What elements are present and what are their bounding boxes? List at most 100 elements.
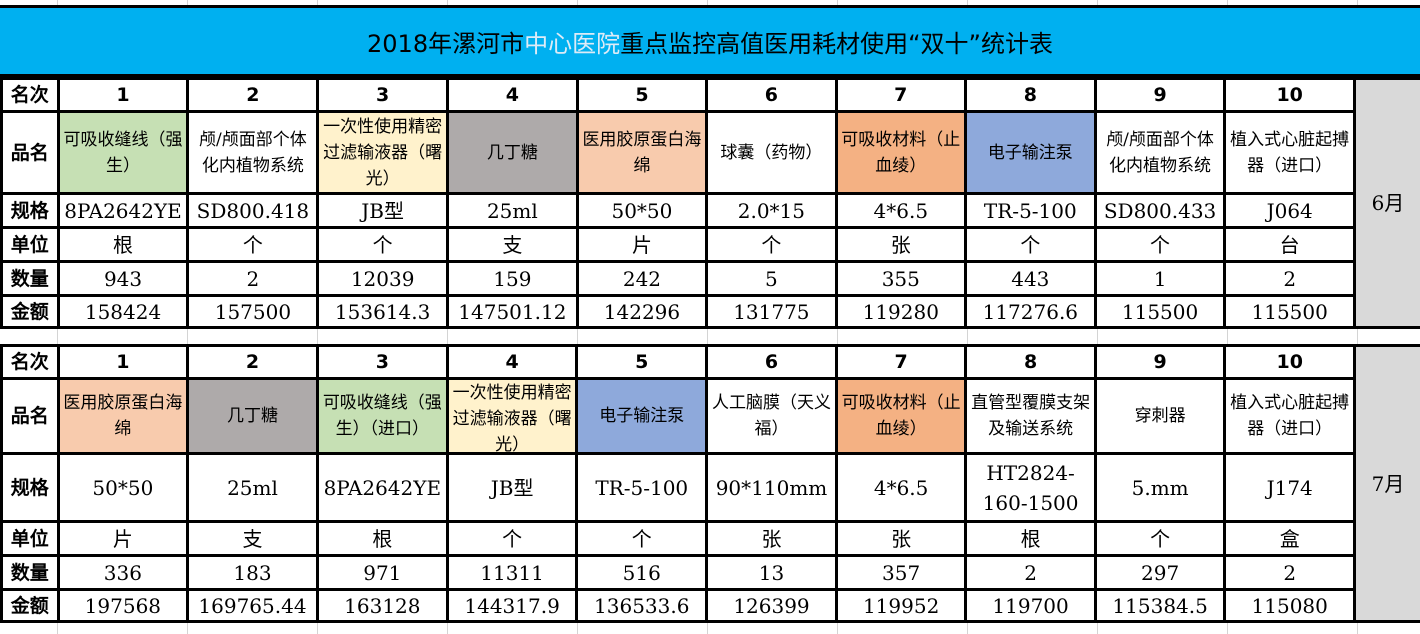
cell-amount[interactable]: 117276.6 <box>964 294 1097 329</box>
cell-unit[interactable]: 片 <box>575 226 709 263</box>
cell-spec[interactable]: HT2824-160-1500 <box>964 452 1097 523</box>
cell-rank[interactable]: 1 <box>56 344 190 380</box>
cell-spec[interactable]: 8PA2642YE <box>315 452 449 523</box>
cell-rank[interactable]: 4 <box>445 77 579 113</box>
cell-unit[interactable]: 个 <box>1093 226 1227 263</box>
cell-amount[interactable]: 147501.12 <box>445 294 579 329</box>
cell-amount[interactable]: 142296 <box>575 294 709 329</box>
cell-qty[interactable]: 355 <box>834 260 968 297</box>
cell-amount[interactable]: 157500 <box>186 294 320 329</box>
cell-qty[interactable]: 159 <box>445 260 579 297</box>
cell-rank[interactable]: 5 <box>575 77 709 113</box>
row-label-spec[interactable]: 规格 <box>0 452 60 523</box>
cell-amount[interactable]: 197568 <box>56 588 190 623</box>
cell-unit[interactable]: 台 <box>1223 226 1356 263</box>
cell-amount[interactable]: 115384.5 <box>1093 588 1227 623</box>
cell-name[interactable]: 植入式心脏起搏器（进口） <box>1223 377 1356 455</box>
cell-rank[interactable]: 8 <box>964 344 1097 380</box>
cell-spec[interactable]: 25ml <box>186 452 319 523</box>
cell-spec[interactable]: 8PA2642YE <box>56 192 190 229</box>
cell-spec[interactable]: SD800.418 <box>186 192 320 229</box>
cell-unit[interactable]: 盒 <box>1223 520 1356 557</box>
cell-spec[interactable]: TR-5-100 <box>575 452 709 523</box>
cell-rank[interactable]: 6 <box>705 77 838 113</box>
cell-amount[interactable]: 119280 <box>834 294 968 329</box>
row-label-amount[interactable]: 金额 <box>0 294 60 329</box>
cell-name[interactable]: 医用胶原蛋白海绵 <box>56 377 190 455</box>
cell-rank[interactable]: 7 <box>834 77 968 113</box>
cell-name[interactable]: 可吸收材料（止血绫） <box>834 377 968 455</box>
cell-rank[interactable]: 10 <box>1223 344 1356 380</box>
cell-unit[interactable]: 支 <box>186 520 319 557</box>
cell-name[interactable]: 可吸收缝线（强生）（进口） <box>315 377 449 455</box>
cell-unit[interactable]: 个 <box>1093 520 1227 557</box>
cell-qty[interactable]: 5 <box>705 260 838 297</box>
cell-qty[interactable]: 943 <box>56 260 190 297</box>
cell-name[interactable]: 电子输注泵 <box>575 377 709 455</box>
cell-qty[interactable]: 2 <box>1223 554 1356 591</box>
row-label-unit[interactable]: 单位 <box>0 520 60 557</box>
cell-amount[interactable]: 169765.44 <box>186 588 319 623</box>
cell-unit[interactable]: 根 <box>56 226 190 263</box>
cell-qty[interactable]: 2 <box>186 260 320 297</box>
cell-qty[interactable]: 443 <box>964 260 1097 297</box>
cell-unit[interactable]: 张 <box>705 520 838 557</box>
month-label[interactable]: 6月 <box>1352 77 1420 329</box>
cell-name[interactable]: 几丁糖 <box>445 110 579 195</box>
cell-spec[interactable]: TR-5-100 <box>964 192 1097 229</box>
cell-qty[interactable]: 971 <box>315 554 449 591</box>
cell-unit[interactable]: 个 <box>705 226 838 263</box>
cell-unit[interactable]: 根 <box>315 520 449 557</box>
cell-name[interactable]: 一次性使用精密过滤输液器（曙光） <box>316 110 449 195</box>
cell-qty[interactable]: 12039 <box>316 260 449 297</box>
cell-spec[interactable]: J064 <box>1223 192 1356 229</box>
cell-rank[interactable]: 9 <box>1093 344 1227 380</box>
month-label[interactable]: 7月 <box>1352 344 1420 623</box>
cell-spec[interactable]: 25ml <box>445 192 579 229</box>
cell-qty[interactable]: 516 <box>575 554 709 591</box>
row-label-qty[interactable]: 数量 <box>0 260 60 297</box>
cell-amount[interactable]: 126399 <box>705 588 838 623</box>
cell-qty[interactable]: 13 <box>705 554 838 591</box>
row-label-name[interactable]: 品名 <box>0 110 60 195</box>
cell-rank[interactable]: 3 <box>316 77 449 113</box>
cell-spec[interactable]: 2.0*15 <box>705 192 838 229</box>
row-label-spec[interactable]: 规格 <box>0 192 60 229</box>
cell-name[interactable]: 穿刺器 <box>1093 377 1227 455</box>
cell-unit[interactable]: 个 <box>316 226 449 263</box>
cell-rank[interactable]: 7 <box>834 344 968 380</box>
cell-spec[interactable]: 4*6.5 <box>834 192 968 229</box>
cell-name[interactable]: 一次性使用精密过滤输液器（曙光） <box>445 377 579 455</box>
cell-rank[interactable]: 10 <box>1223 77 1356 113</box>
cell-amount[interactable]: 115500 <box>1093 294 1227 329</box>
cell-unit[interactable]: 个 <box>445 520 579 557</box>
cell-rank[interactable]: 8 <box>964 77 1097 113</box>
cell-rank[interactable]: 3 <box>315 344 449 380</box>
cell-amount[interactable]: 136533.6 <box>575 588 709 623</box>
cell-rank[interactable]: 2 <box>186 77 320 113</box>
cell-name[interactable]: 颅/颅面部个体化内植物系统 <box>1093 110 1227 195</box>
cell-spec[interactable]: 5.mm <box>1093 452 1227 523</box>
cell-name[interactable]: 医用胶原蛋白海绵 <box>575 110 709 195</box>
cell-qty[interactable]: 11311 <box>445 554 579 591</box>
cell-rank[interactable]: 9 <box>1093 77 1227 113</box>
cell-name[interactable]: 直管型覆膜支架及输送系统 <box>964 377 1097 455</box>
cell-spec[interactable]: SD800.433 <box>1093 192 1227 229</box>
cell-amount[interactable]: 119952 <box>834 588 968 623</box>
cell-rank[interactable]: 5 <box>575 344 709 380</box>
cell-qty[interactable]: 242 <box>575 260 709 297</box>
cell-spec[interactable]: 50*50 <box>56 452 190 523</box>
row-label-rank[interactable]: 名次 <box>0 344 60 380</box>
cell-name[interactable]: 颅/颅面部个体化内植物系统 <box>186 110 320 195</box>
cell-spec[interactable]: 4*6.5 <box>834 452 968 523</box>
cell-amount[interactable]: 158424 <box>56 294 190 329</box>
cell-rank[interactable]: 4 <box>445 344 579 380</box>
cell-unit[interactable]: 片 <box>56 520 190 557</box>
cell-spec[interactable]: J174 <box>1223 452 1356 523</box>
cell-name[interactable]: 植入式心脏起搏器（进口） <box>1223 110 1356 195</box>
cell-unit[interactable]: 支 <box>445 226 579 263</box>
cell-unit[interactable]: 根 <box>964 520 1097 557</box>
cell-amount[interactable]: 115500 <box>1223 294 1356 329</box>
cell-unit[interactable]: 张 <box>834 520 968 557</box>
cell-name[interactable]: 球囊（药物） <box>705 110 838 195</box>
